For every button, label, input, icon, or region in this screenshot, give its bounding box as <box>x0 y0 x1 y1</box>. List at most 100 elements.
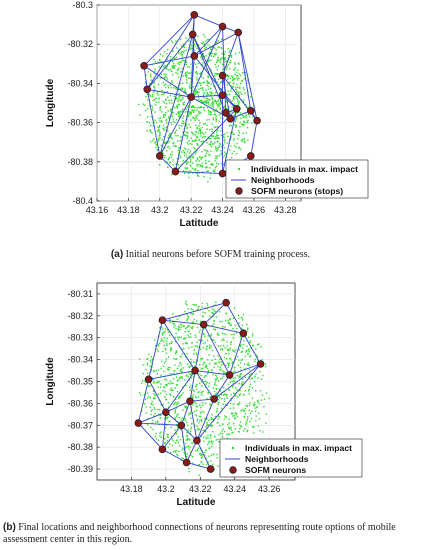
individual-point <box>203 362 205 364</box>
individual-point <box>166 329 169 331</box>
individual-point <box>199 419 201 422</box>
individual-point <box>209 48 212 50</box>
individual-point <box>182 59 184 62</box>
individual-point <box>184 73 187 75</box>
sofm-neuron <box>190 10 199 19</box>
individual-point <box>212 374 215 376</box>
legend: Individuals in max. impactNeighborhoodsS… <box>225 159 369 199</box>
individual-point <box>177 329 179 331</box>
individual-point <box>148 395 150 398</box>
individual-point <box>159 137 161 139</box>
individual-point <box>193 361 195 364</box>
individual-point <box>230 397 232 400</box>
individual-point <box>204 131 207 134</box>
individual-point <box>198 119 200 122</box>
individual-point <box>209 51 211 54</box>
individual-point <box>176 416 178 418</box>
individual-point <box>245 103 247 106</box>
individual-point <box>152 91 155 94</box>
individual-point <box>160 77 162 79</box>
sofm-neuron <box>218 169 227 178</box>
individual-point <box>142 364 145 366</box>
neighborhood-edge <box>203 324 230 376</box>
individual-point <box>200 140 202 143</box>
individual-point <box>214 126 217 129</box>
individual-point <box>192 105 195 107</box>
individual-point <box>212 98 214 100</box>
individual-point <box>191 346 193 348</box>
individual-point <box>213 53 215 55</box>
individual-point <box>220 99 223 101</box>
individual-point <box>243 121 245 123</box>
individual-point <box>200 99 203 102</box>
individual-point <box>173 370 175 372</box>
individual-point <box>248 355 251 358</box>
individual-point <box>163 114 165 116</box>
individual-point <box>222 144 224 146</box>
individual-point <box>180 88 182 90</box>
individual-point <box>212 104 214 106</box>
individual-point <box>180 326 183 328</box>
individual-point <box>233 114 235 117</box>
individual-point <box>145 81 147 83</box>
individual-point <box>174 64 177 67</box>
individual-point <box>180 139 183 141</box>
neighborhood-edge <box>190 26 223 98</box>
individual-point <box>248 385 251 388</box>
individual-point <box>173 67 176 69</box>
individual-point <box>170 173 173 176</box>
individual-point <box>247 139 249 141</box>
individual-point <box>188 366 191 369</box>
individual-point <box>235 117 238 119</box>
individual-point <box>186 137 189 140</box>
individual-point <box>208 419 210 421</box>
individual-point <box>224 139 226 141</box>
individual-point <box>177 164 180 166</box>
individual-point <box>169 334 171 337</box>
individual-point <box>160 431 162 433</box>
individual-point <box>227 47 229 50</box>
individual-point <box>161 93 163 96</box>
individual-point <box>188 467 190 470</box>
individual-point <box>165 340 168 342</box>
neighborhood-edge <box>143 65 192 98</box>
individual-point <box>242 343 245 346</box>
individual-point <box>177 50 180 52</box>
individual-point <box>210 424 213 426</box>
individual-point <box>240 372 243 375</box>
individual-point <box>154 104 157 106</box>
individual-point <box>191 327 194 330</box>
individual-point <box>242 123 244 125</box>
individual-point <box>227 319 229 322</box>
individual-point <box>202 364 204 366</box>
individual-point <box>187 375 190 378</box>
individual-point <box>182 117 184 119</box>
individual-point <box>170 122 172 124</box>
individual-point <box>154 119 156 121</box>
neighborhood-edge <box>161 412 167 450</box>
individual-point <box>187 105 190 107</box>
individual-point <box>174 408 176 411</box>
neighborhood-edge <box>148 320 163 380</box>
individual-point <box>218 137 220 140</box>
individual-point <box>242 87 244 89</box>
individual-point <box>214 416 217 418</box>
individual-point <box>234 370 236 372</box>
individual-point <box>184 91 186 93</box>
individual-point <box>197 114 199 116</box>
individual-point <box>183 172 186 174</box>
individual-point <box>182 120 184 122</box>
individual-point <box>196 353 198 356</box>
individual-point <box>189 77 192 79</box>
individual-point <box>252 432 255 434</box>
individual-point <box>156 61 159 63</box>
individual-point <box>189 439 191 441</box>
individual-point <box>238 375 240 377</box>
individual-point <box>237 138 239 140</box>
individual-point <box>162 389 164 392</box>
individual-point <box>223 371 225 373</box>
individual-point <box>198 339 200 341</box>
individual-point <box>177 89 180 91</box>
individual-point <box>239 345 242 348</box>
individual-point <box>196 418 199 420</box>
